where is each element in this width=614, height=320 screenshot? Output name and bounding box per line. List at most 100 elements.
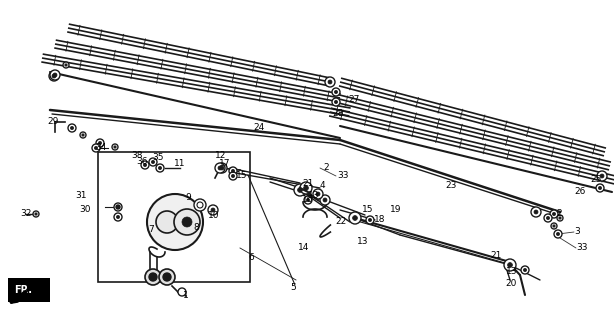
Circle shape — [112, 144, 118, 150]
Text: 20: 20 — [505, 279, 516, 289]
Circle shape — [599, 186, 602, 189]
Circle shape — [145, 269, 161, 285]
Circle shape — [114, 203, 122, 211]
Circle shape — [156, 211, 178, 233]
Text: 21: 21 — [302, 179, 313, 188]
Circle shape — [194, 199, 206, 211]
Circle shape — [523, 268, 527, 272]
Circle shape — [71, 126, 74, 130]
Circle shape — [544, 214, 552, 222]
Circle shape — [556, 232, 559, 236]
Text: 23: 23 — [445, 180, 456, 189]
Circle shape — [50, 70, 60, 80]
Circle shape — [553, 225, 555, 227]
Text: 2: 2 — [323, 164, 328, 172]
Circle shape — [366, 216, 374, 224]
Circle shape — [597, 171, 607, 181]
Circle shape — [116, 205, 120, 209]
Text: 24: 24 — [253, 124, 264, 132]
Circle shape — [208, 205, 218, 215]
Circle shape — [156, 164, 164, 172]
Text: 15: 15 — [362, 205, 373, 214]
Circle shape — [80, 132, 86, 138]
Circle shape — [98, 141, 101, 145]
Circle shape — [551, 223, 557, 229]
Circle shape — [114, 146, 116, 148]
Circle shape — [198, 203, 203, 207]
Text: 17: 17 — [219, 158, 230, 167]
Circle shape — [82, 134, 84, 136]
Circle shape — [149, 158, 157, 166]
Text: 32: 32 — [20, 210, 31, 219]
Circle shape — [559, 217, 561, 219]
Text: 4: 4 — [320, 180, 325, 189]
Circle shape — [52, 74, 56, 78]
Text: 7: 7 — [148, 226, 154, 235]
Bar — [8, 278, 50, 302]
Circle shape — [182, 217, 192, 227]
Text: 33: 33 — [576, 244, 588, 252]
Text: 29: 29 — [47, 117, 58, 126]
Text: 9: 9 — [185, 193, 191, 202]
Text: 19: 19 — [390, 204, 402, 213]
Circle shape — [159, 269, 175, 285]
Circle shape — [229, 172, 237, 180]
Circle shape — [300, 182, 312, 194]
Text: 28: 28 — [332, 108, 343, 117]
Circle shape — [316, 192, 320, 196]
Circle shape — [550, 210, 558, 218]
Text: FR.: FR. — [14, 285, 32, 295]
Circle shape — [335, 90, 338, 93]
Text: 38: 38 — [131, 150, 142, 159]
Circle shape — [141, 161, 149, 169]
Circle shape — [298, 188, 303, 192]
Text: 34: 34 — [95, 143, 106, 153]
Circle shape — [33, 211, 39, 217]
Circle shape — [534, 210, 538, 214]
Circle shape — [332, 98, 340, 106]
Circle shape — [114, 213, 122, 221]
Circle shape — [320, 195, 330, 205]
Text: 12: 12 — [215, 151, 227, 161]
Circle shape — [368, 218, 371, 221]
Circle shape — [217, 163, 227, 173]
Text: 8: 8 — [193, 223, 199, 233]
Text: 22: 22 — [335, 218, 346, 227]
Circle shape — [325, 77, 335, 87]
Circle shape — [504, 259, 516, 271]
Circle shape — [63, 62, 69, 68]
Circle shape — [596, 184, 604, 192]
Circle shape — [521, 266, 529, 274]
Circle shape — [53, 73, 57, 77]
Text: 27: 27 — [348, 95, 359, 105]
Circle shape — [349, 212, 361, 224]
Circle shape — [546, 216, 550, 220]
Circle shape — [553, 212, 556, 216]
Bar — [98, 152, 250, 282]
Text: 3: 3 — [574, 228, 580, 236]
Circle shape — [211, 208, 215, 212]
Circle shape — [147, 194, 203, 250]
Circle shape — [35, 213, 37, 215]
Circle shape — [554, 230, 562, 238]
Circle shape — [231, 169, 235, 172]
Circle shape — [294, 184, 306, 196]
Text: 33: 33 — [337, 171, 349, 180]
Circle shape — [68, 124, 76, 132]
Text: 26: 26 — [574, 188, 585, 196]
Circle shape — [508, 263, 513, 268]
Circle shape — [197, 202, 203, 208]
Circle shape — [231, 174, 235, 178]
Text: 35: 35 — [152, 154, 163, 163]
Circle shape — [96, 139, 104, 147]
Circle shape — [163, 273, 171, 281]
Text: 13: 13 — [506, 267, 518, 276]
Circle shape — [303, 186, 308, 190]
Text: 13: 13 — [308, 191, 319, 201]
Circle shape — [335, 100, 338, 104]
Circle shape — [229, 167, 237, 175]
Circle shape — [215, 163, 225, 173]
Circle shape — [144, 164, 147, 167]
Circle shape — [149, 273, 157, 281]
Circle shape — [332, 88, 340, 96]
